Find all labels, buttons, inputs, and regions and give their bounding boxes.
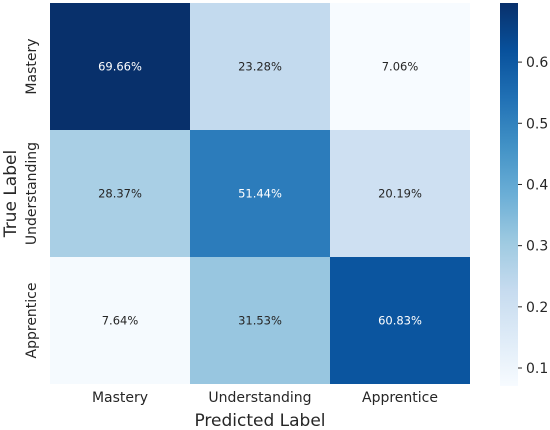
cell-value-label-r0-c2: 7.06% <box>382 60 419 74</box>
cell-value-label-r1-c0: 28.37% <box>98 187 142 201</box>
heatmap-cell-r0-c0 <box>50 3 190 130</box>
cell-value-label-r0-c1: 23.28% <box>238 60 282 74</box>
x-tick-label-1: Understanding <box>208 390 311 406</box>
colorbar-tick-label-0: 0.1 <box>526 361 548 377</box>
colorbar-ticks: 0.1 0.2 0.3 0.4 0.5 0.6 <box>518 55 548 377</box>
heatmap-cell-r1-c1 <box>190 130 330 257</box>
heatmap-cell-r0-c1 <box>190 3 330 130</box>
heatmap-cell-labels: 69.66% 23.28% 7.06% 28.37% 51.44% 20.19% 7.64%… <box>98 60 422 328</box>
heatmap-cells <box>50 3 470 384</box>
colorbar-tick-label-2: 0.3 <box>526 239 548 255</box>
colorbar-tick-label-1: 0.2 <box>526 300 548 316</box>
cell-value-label-r2-c1: 31.53% <box>238 314 282 328</box>
y-tick-labels: Mastery Understanding Apprentice <box>24 38 40 358</box>
x-tick-label-2: Apprentice <box>362 390 438 406</box>
y-axis-label: True Label <box>1 150 21 238</box>
colorbar-tick-label-5: 0.6 <box>526 55 548 71</box>
x-tick-labels: Mastery Understanding Apprentice <box>92 390 438 406</box>
cell-value-label-r1-c2: 20.19% <box>378 187 422 201</box>
x-tick-label-0: Mastery <box>92 390 148 406</box>
heatmap-cell-r2-c1 <box>190 257 330 384</box>
colorbar-tick-label-4: 0.5 <box>526 116 548 132</box>
heatmap-cell-r0-c2 <box>330 3 470 130</box>
heatmap-cell-r1-c0 <box>50 130 190 257</box>
cell-value-label-r0-c0: 69.66% <box>98 60 142 74</box>
y-tick-label-1: Understanding <box>24 142 40 245</box>
heatmap-cell-r1-c2 <box>330 130 470 257</box>
cell-value-label-r2-c2: 60.83% <box>378 314 422 328</box>
cell-value-label-r2-c0: 7.64% <box>102 314 139 328</box>
colorbar <box>500 3 518 386</box>
colorbar-tick-label-3: 0.4 <box>526 177 548 193</box>
y-tick-label-2: Apprentice <box>24 283 40 359</box>
cell-value-label-r1-c1: 51.44% <box>238 187 282 201</box>
heatmap-cell-r2-c0 <box>50 257 190 384</box>
x-axis-label: Predicted Label <box>194 411 325 430</box>
heatmap-cell-r2-c2 <box>330 257 470 384</box>
y-tick-label-0: Mastery <box>24 38 40 94</box>
